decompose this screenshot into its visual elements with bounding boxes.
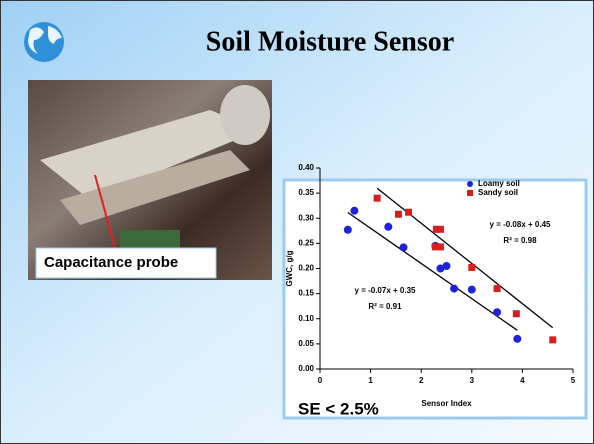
chart-box [284,180,586,418]
trend-r2: R² = 0.91 [368,302,402,311]
slide-title: Soil Moisture Sensor [206,26,454,57]
y-tick-label: 0.10 [298,314,314,323]
x-tick-label: 0 [318,376,323,385]
x-tick-label: 5 [571,376,576,385]
x-tick-label: 1 [368,376,373,385]
point [344,226,352,234]
point [374,195,381,202]
legend-marker [467,181,473,187]
point [350,207,358,215]
point [468,264,475,271]
point [399,243,407,251]
point [443,262,451,270]
point [437,226,444,233]
trend-equation: y = -0.07x + 0.35 [355,286,416,295]
globe-icon [24,22,64,62]
y-axis-label: GWC, g/g [285,250,294,286]
slide: Soil Moisture Sensor Capacitance probe S… [0,0,594,444]
y-tick-label: 0.25 [298,238,314,247]
point [395,211,402,218]
trend-r2: R² = 0.98 [503,236,537,245]
y-tick-label: 0.05 [298,339,314,348]
photo-label: Capacitance probe [44,254,178,271]
point [493,308,501,316]
note: SE < 2.5% [298,399,379,418]
point [549,336,556,343]
legend-marker [467,190,473,196]
y-tick-label: 0.00 [298,364,314,373]
y-tick-label: 0.15 [298,289,314,298]
point [513,335,521,343]
trend-equation: y = -0.08x + 0.45 [490,220,551,229]
x-tick-label: 2 [419,376,424,385]
y-tick-label: 0.30 [298,213,314,222]
point [384,223,392,231]
point [468,286,476,294]
point [450,285,458,293]
point [494,285,501,292]
legend-label: Sandy soil [478,188,518,197]
y-tick-label: 0.35 [298,188,314,197]
y-tick-label: 0.40 [298,163,314,172]
legend-label: Loamy soil [478,179,520,188]
y-tick-label: 0.20 [298,264,314,273]
point [437,243,444,250]
x-tick-label: 3 [470,376,475,385]
point [513,310,520,317]
x-tick-label: 4 [520,376,525,385]
x-axis-label: Sensor Index [421,399,472,408]
point [405,209,412,216]
